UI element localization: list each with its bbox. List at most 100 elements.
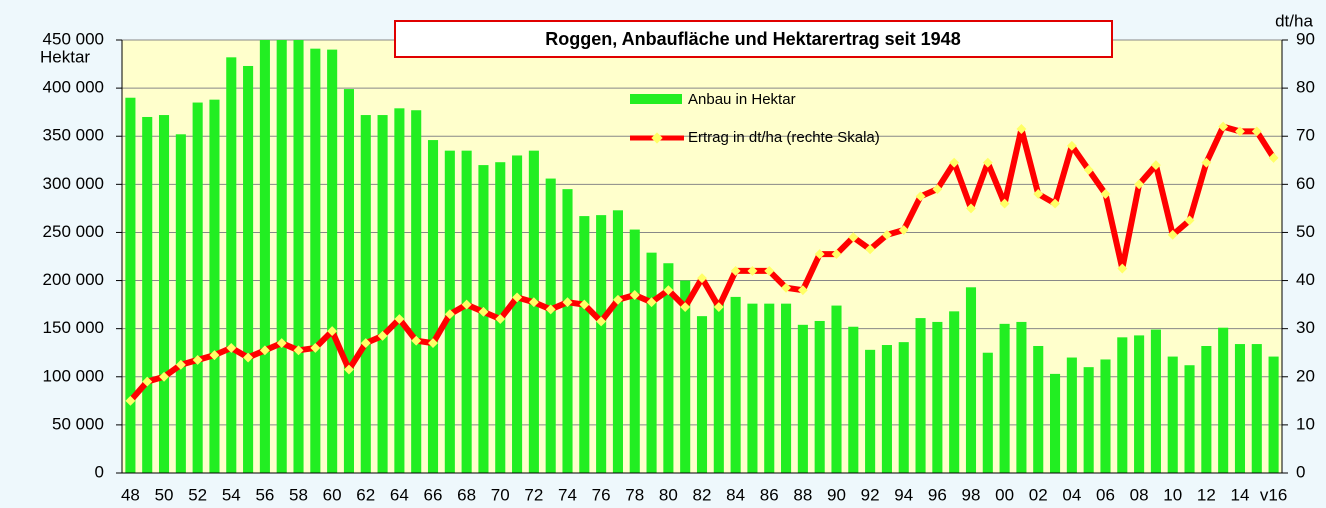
bar [1083,367,1094,473]
bar [781,303,792,473]
y-tick-label: 200 000 [43,270,104,289]
x-tick-label: 58 [289,485,308,504]
x-tick-label: 82 [693,485,712,504]
bar [1050,373,1061,473]
bar [1184,365,1195,473]
bar [663,263,674,473]
y2-tick-label: 0 [1296,462,1305,481]
marker [209,350,220,361]
marker [949,157,960,168]
marker [612,294,623,305]
x-tick-label: 14 [1231,485,1250,504]
bar [343,89,354,473]
bar [680,280,691,473]
x-tick-label: 00 [995,485,1014,504]
marker [461,299,472,310]
y-tick-label: 400 000 [43,78,104,97]
x-tick-label: 62 [356,485,375,504]
bar [1066,357,1077,473]
x-tick-label: 92 [861,485,880,504]
y-tick-label: 300 000 [43,174,104,193]
marker [1201,157,1212,168]
marker [293,345,304,356]
bar [881,345,892,473]
x-tick-label: 04 [1062,485,1081,504]
bar [898,342,909,473]
marker [1083,164,1094,175]
x-tick-label: 08 [1130,485,1149,504]
x-tick-label: 06 [1096,485,1115,504]
marker [781,282,792,293]
bar [394,108,405,473]
marker [881,229,892,240]
bar [848,326,859,473]
bar [1117,337,1128,473]
y2-tick-label: 20 [1296,366,1315,385]
marker [1100,189,1111,199]
bar [327,49,338,473]
y-tick-label: 100 000 [43,366,104,385]
marker [629,290,640,300]
x-tick-label: 60 [323,485,342,504]
marker [579,299,590,310]
marker [999,198,1010,209]
marker [865,244,876,255]
y-axis-label: Hektar [40,47,90,66]
x-tick-label: 86 [760,485,779,504]
bar [545,178,556,473]
marker [1167,229,1178,240]
marker [344,364,354,375]
bar [1201,345,1212,473]
x-tick-label: 96 [928,485,947,504]
bar [158,115,170,473]
marker [1251,126,1262,137]
marker [444,309,455,320]
x-tick-label: 72 [524,485,543,504]
marker [159,371,169,382]
bar [142,116,153,473]
marker [596,316,607,327]
y2-tick-label: 80 [1296,78,1315,97]
bar [915,318,926,473]
marker [495,314,506,324]
marker [898,225,909,235]
bar [293,40,304,473]
bar [512,155,523,473]
marker [175,359,186,370]
marker [528,297,539,308]
marker [663,285,674,296]
bar [865,349,876,473]
bar [1218,327,1229,473]
x-tick-label: 78 [625,485,644,504]
y2-tick-label: 30 [1296,318,1315,337]
bar [1167,356,1178,473]
bar [243,65,254,473]
y-tick-label: 250 000 [43,222,104,241]
bar [982,352,993,473]
x-tick-label: 80 [659,485,678,504]
marker [360,338,371,349]
marker [1033,189,1044,199]
marker [259,345,270,356]
x-tick-label: 70 [491,485,510,504]
x-tick-label: 90 [827,485,846,504]
bar [276,40,287,473]
marker [1268,152,1279,163]
marker [730,265,741,276]
bar [797,324,808,473]
bar [1150,329,1161,473]
bar [713,299,724,473]
y2-axis-label: dt/ha [1275,11,1313,30]
y-tick-label: 450 000 [43,29,104,48]
marker [848,232,859,243]
x-tick-label: 54 [222,485,241,504]
bar [1016,321,1027,473]
x-tick-label: 94 [894,485,913,504]
x-tick-label: 52 [188,485,207,504]
x-tick-label: 66 [424,485,443,504]
marker [226,342,237,353]
x-tick-label: 12 [1197,485,1216,504]
y-tick-label: 150 000 [43,318,104,337]
marker [243,352,254,363]
marker [192,354,203,365]
